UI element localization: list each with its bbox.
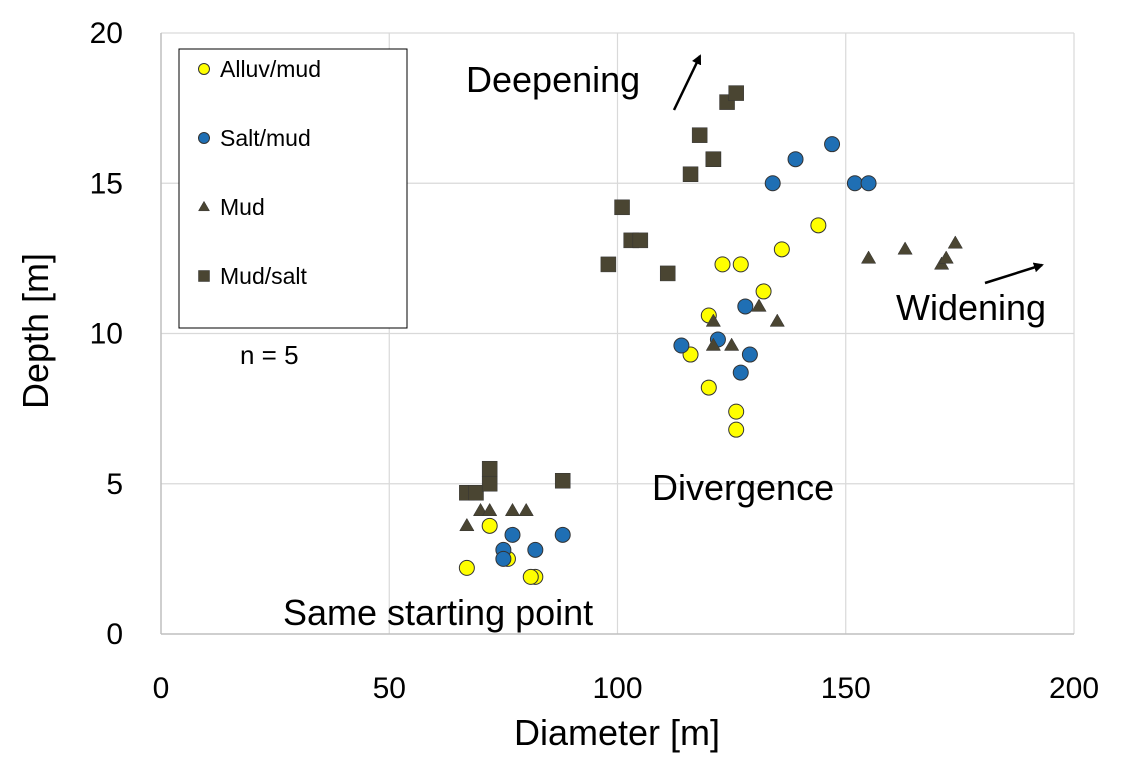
data-point-mud <box>769 313 785 327</box>
y-axis-title: Depth [m] <box>15 253 56 409</box>
y-tick-labels: 0 5 10 15 20 <box>90 17 123 651</box>
data-point-alluv-mud <box>481 517 498 534</box>
data-point-alluv-mud <box>810 217 827 234</box>
data-point-alluv-mud <box>755 283 772 300</box>
x-axis-title: Diameter [m] <box>514 712 720 753</box>
data-point-mud <box>705 337 721 351</box>
data-point-alluv-mud <box>732 256 749 273</box>
annotation-deepening: Deepening <box>466 59 640 100</box>
data-point-mud-salt <box>632 232 649 249</box>
data-point-mud-salt <box>554 472 571 489</box>
x-tick-label: 200 <box>1049 672 1099 705</box>
x-tick-label: 100 <box>592 672 642 705</box>
data-point-salt-mud <box>741 346 758 363</box>
axes <box>160 33 1074 635</box>
y-tick-label: 0 <box>106 618 123 651</box>
data-point-alluv-mud <box>773 241 790 258</box>
data-point-salt-mud <box>846 175 863 192</box>
data-point-salt-mud <box>787 151 804 168</box>
data-point-mud <box>518 502 534 516</box>
y-tick-label: 15 <box>90 167 123 200</box>
legend-marker-mud-salt <box>198 270 210 282</box>
data-point-alluv-mud <box>714 256 731 273</box>
legend-item-mud-salt: Mud/salt <box>198 263 308 289</box>
data-point-salt-mud <box>737 298 754 315</box>
y-tick-label: 5 <box>106 468 123 501</box>
data-point-mud <box>860 250 877 264</box>
data-point-mud-salt <box>705 151 722 167</box>
data-point-mud-salt <box>728 85 744 101</box>
data-point-mud <box>897 241 913 255</box>
data-point-mud-salt <box>481 460 498 477</box>
data-point-mud <box>705 313 721 327</box>
data-point-salt-mud <box>554 526 571 543</box>
series-alluv-mud <box>458 217 827 585</box>
data-point-mud <box>751 298 767 312</box>
data-point-mud-salt <box>691 127 708 143</box>
y-tick-label: 20 <box>90 17 123 50</box>
annotation-widening: Widening <box>896 287 1046 328</box>
annotation-deepening-arrow <box>672 54 702 111</box>
legend-label-mud: Mud <box>220 194 265 220</box>
legend-label-alluv-mud: Alluv/mud <box>220 56 321 82</box>
data-point-mud <box>724 337 740 351</box>
data-point-salt-mud <box>824 136 841 153</box>
data-point-mud-salt <box>600 256 617 273</box>
series-mud <box>459 235 963 532</box>
data-point-mud <box>459 517 475 532</box>
legend-marker-alluv-mud <box>198 63 210 75</box>
annotations: Deepening Widening Divergence Same start… <box>283 54 1046 633</box>
annotation-divergence: Divergence <box>652 467 834 508</box>
x-tick-labels: 0 50 100 150 200 <box>153 672 1099 705</box>
data-point-mud <box>938 250 954 264</box>
data-point-salt-mud <box>860 175 877 192</box>
data-point-mud <box>947 235 963 249</box>
annotation-widening-arrow <box>984 262 1044 285</box>
data-point-alluv-mud <box>700 379 717 396</box>
data-point-mud <box>504 502 521 516</box>
data-points <box>458 85 963 585</box>
data-point-mud-salt <box>659 265 676 282</box>
data-point-mud-salt <box>468 485 484 501</box>
legend-marker-mud <box>198 200 210 212</box>
data-point-mud-salt <box>682 166 699 182</box>
sample-count-note: n = 5 <box>240 340 299 370</box>
legend-item-alluv-mud: Alluv/mud <box>198 56 321 82</box>
legend-marker-salt-mud <box>198 132 210 144</box>
data-point-mud-salt <box>481 476 498 492</box>
x-tick-label: 50 <box>373 672 406 705</box>
legend-item-mud: Mud <box>198 194 265 220</box>
data-point-mud <box>482 502 498 516</box>
data-point-mud-salt <box>614 199 630 216</box>
data-point-salt-mud <box>504 526 521 543</box>
data-point-salt-mud <box>673 337 690 354</box>
data-point-alluv-mud <box>458 559 475 576</box>
data-point-alluv-mud <box>728 403 745 420</box>
y-tick-label: 10 <box>90 318 123 351</box>
series-mud-salt <box>459 85 744 501</box>
data-point-salt-mud <box>527 541 544 558</box>
x-tick-label: 0 <box>153 672 170 705</box>
data-point-salt-mud <box>732 364 749 381</box>
legend-item-salt-mud: Salt/mud <box>198 125 311 151</box>
data-point-salt-mud <box>495 550 512 567</box>
data-point-alluv-mud <box>522 568 539 585</box>
legend-label-salt-mud: Salt/mud <box>220 125 311 151</box>
data-point-alluv-mud <box>728 421 745 438</box>
annotation-same-starting-point: Same starting point <box>283 592 593 633</box>
x-tick-label: 150 <box>821 672 871 705</box>
legend: Alluv/mud Salt/mud Mud Mud/salt <box>178 48 408 329</box>
data-point-salt-mud <box>764 175 781 192</box>
legend-box <box>178 48 408 329</box>
series-salt-mud <box>495 136 877 567</box>
legend-label-mud-salt: Mud/salt <box>220 263 308 289</box>
